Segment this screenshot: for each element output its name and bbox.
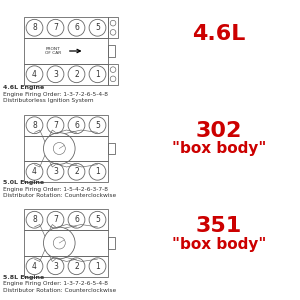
- Text: Engine Firing Order: 1-3-7-2-6-5-4-8: Engine Firing Order: 1-3-7-2-6-5-4-8: [3, 92, 108, 97]
- Text: 3: 3: [53, 70, 58, 79]
- Text: Engine Firing Order: 1-5-4-2-6-3-7-8: Engine Firing Order: 1-5-4-2-6-3-7-8: [3, 187, 108, 192]
- Bar: [24, 161, 108, 182]
- Text: 4: 4: [32, 167, 37, 176]
- Text: 6: 6: [74, 121, 79, 130]
- Text: "box body": "box body": [172, 237, 266, 252]
- Text: 3: 3: [53, 167, 58, 176]
- Text: 1: 1: [95, 167, 100, 176]
- Text: 5: 5: [95, 23, 100, 32]
- Bar: [24, 136, 108, 161]
- Bar: [24, 17, 108, 38]
- Bar: [24, 256, 108, 277]
- Text: 4: 4: [32, 70, 37, 79]
- Bar: [108, 64, 118, 85]
- Bar: [24, 209, 108, 230]
- Text: 4: 4: [32, 262, 37, 271]
- Text: 7: 7: [53, 23, 58, 32]
- Text: 4.6L: 4.6L: [192, 25, 246, 44]
- Bar: [108, 143, 115, 154]
- Text: 3: 3: [53, 262, 58, 271]
- Text: 5.8L Engine: 5.8L Engine: [3, 274, 44, 280]
- Text: Distributorless Ignition System: Distributorless Ignition System: [3, 98, 94, 103]
- Text: 8: 8: [32, 121, 37, 130]
- Text: 7: 7: [53, 215, 58, 224]
- Text: 2: 2: [74, 70, 79, 79]
- Text: 351: 351: [196, 217, 242, 236]
- Text: 5: 5: [95, 121, 100, 130]
- Bar: [24, 230, 108, 256]
- Text: Engine Firing Order: 1-3-7-2-6-5-4-8: Engine Firing Order: 1-3-7-2-6-5-4-8: [3, 281, 108, 286]
- Text: 302: 302: [196, 121, 242, 140]
- Text: 8: 8: [32, 215, 37, 224]
- Text: FRONT
OF CAR: FRONT OF CAR: [45, 46, 62, 56]
- Text: 6: 6: [74, 215, 79, 224]
- Bar: [24, 115, 108, 136]
- Bar: [108, 45, 115, 57]
- Text: 2: 2: [74, 167, 79, 176]
- Text: Distributor Rotation: Counterclockwise: Distributor Rotation: Counterclockwise: [3, 288, 116, 293]
- Text: 5.0L Engine: 5.0L Engine: [3, 180, 44, 185]
- Text: 5: 5: [95, 215, 100, 224]
- Bar: [24, 38, 108, 64]
- Text: 1: 1: [95, 70, 100, 79]
- Text: 2: 2: [74, 262, 79, 271]
- Text: 8: 8: [32, 23, 37, 32]
- Text: Distributor Rotation: Counterclockwise: Distributor Rotation: Counterclockwise: [3, 193, 116, 198]
- Text: "box body": "box body": [172, 141, 266, 156]
- Text: 4.6L Engine: 4.6L Engine: [3, 85, 44, 90]
- Text: 7: 7: [53, 121, 58, 130]
- Bar: [108, 237, 115, 249]
- Bar: [24, 64, 108, 85]
- Text: 1: 1: [95, 262, 100, 271]
- Bar: [108, 17, 118, 38]
- Text: 6: 6: [74, 23, 79, 32]
